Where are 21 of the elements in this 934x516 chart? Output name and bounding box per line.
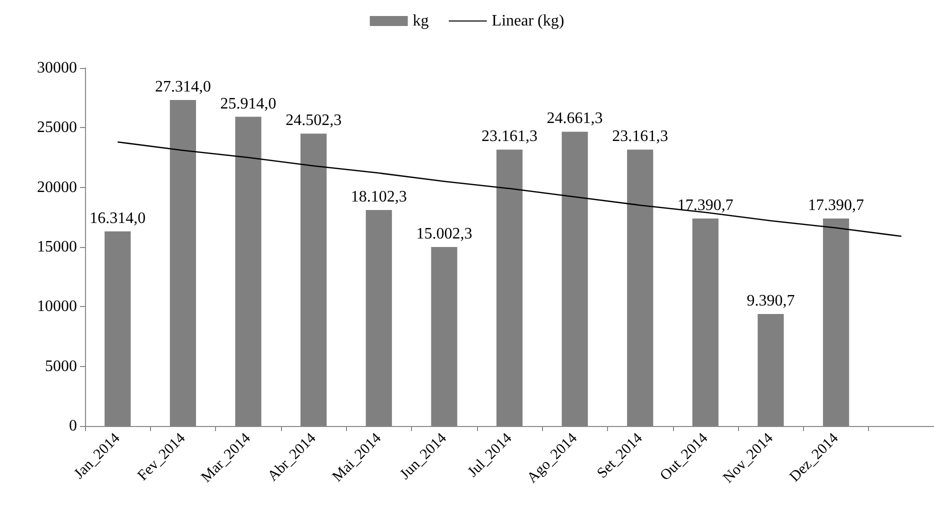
- legend-label: Linear (kg): [492, 12, 564, 30]
- data-label: 18.102,3: [350, 188, 407, 206]
- legend-label: kg: [412, 12, 429, 30]
- data-label: 24.661,3: [546, 110, 603, 128]
- y-tick-label: 5000: [45, 358, 77, 375]
- data-label: 16.314,0: [90, 210, 146, 227]
- y-tick-label: 30000: [37, 60, 77, 76]
- data-label: 27.314,0: [154, 78, 211, 96]
- data-label: 15.002,3: [416, 225, 472, 242]
- data-label: 9.390,7: [746, 292, 795, 310]
- data-label: 23.161,3: [482, 128, 538, 146]
- data-label: 23.161,3: [612, 128, 668, 146]
- y-tick-label: 15000: [37, 238, 77, 256]
- y-tick-label: 25000: [37, 119, 77, 136]
- data-label: 17.390,7: [808, 196, 864, 214]
- data-label: 24.502,3: [286, 112, 342, 130]
- data-label: 25.914,0: [220, 95, 276, 112]
- y-tick-label: 10000: [37, 298, 77, 316]
- y-tick-label: 20000: [37, 178, 77, 196]
- data-label: 17.390,7: [677, 196, 734, 214]
- y-tick-label: 0: [69, 418, 77, 434]
